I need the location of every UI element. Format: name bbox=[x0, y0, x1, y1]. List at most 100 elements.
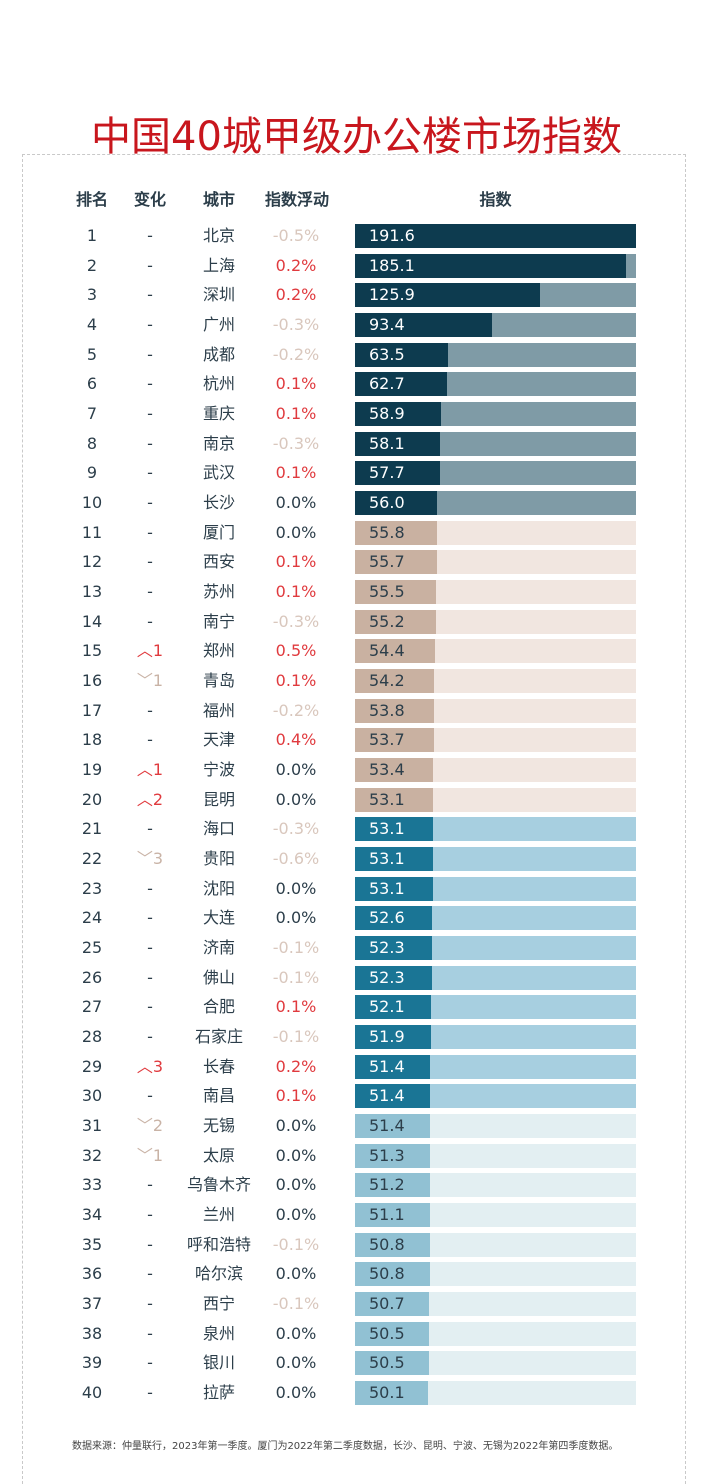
index-fluctuation: 0.0% bbox=[275, 1116, 317, 1136]
bar-track: 55.2 bbox=[355, 609, 636, 634]
index-fluctuation: 0.0% bbox=[275, 493, 317, 513]
table-row: 12 - 西安 0.1% 55.7 bbox=[0, 547, 713, 577]
city-label: 泉州 bbox=[202, 1323, 235, 1343]
city-label: 成都 bbox=[202, 344, 235, 364]
city-label: 西宁 bbox=[202, 1294, 235, 1314]
dashed-frame bbox=[22, 154, 686, 1484]
city-label: 苏州 bbox=[202, 582, 235, 602]
index-fluctuation: 0.1% bbox=[275, 404, 317, 424]
city-label: 呼和浩特 bbox=[186, 1234, 251, 1254]
bar-track: 53.1 bbox=[355, 847, 636, 872]
city-label: 石家庄 bbox=[194, 1027, 243, 1047]
index-bar bbox=[355, 520, 437, 545]
index-bar bbox=[355, 1173, 431, 1198]
city-label: 乌鲁木齐 bbox=[186, 1175, 251, 1195]
city-label: 南宁 bbox=[202, 611, 235, 631]
table-row: 21 - 海口 -0.3% 53.1 bbox=[0, 814, 713, 844]
rank-label: 11 bbox=[81, 522, 103, 542]
index-bar bbox=[355, 1084, 431, 1109]
index-value: 57.7 bbox=[369, 463, 405, 483]
rank-change: - bbox=[147, 1323, 153, 1343]
index-value: 191.6 bbox=[369, 226, 415, 245]
index-value: 54.4 bbox=[369, 641, 405, 661]
table-row: 5 - 成都 -0.2% 63.5 bbox=[0, 340, 713, 370]
city-label: 哈尔滨 bbox=[194, 1264, 243, 1284]
index-value: 52.3 bbox=[369, 967, 405, 987]
table-row: 26 - 佛山 -0.1% 52.3 bbox=[0, 963, 713, 993]
bar-track: 50.8 bbox=[355, 1232, 636, 1257]
index-bar bbox=[355, 1351, 430, 1376]
index-bar bbox=[355, 283, 540, 308]
bar-track: 51.2 bbox=[355, 1173, 636, 1198]
rank-change: - bbox=[147, 404, 153, 424]
table-row: 13 - 苏州 0.1% 55.5 bbox=[0, 577, 713, 607]
header-change: 变化 bbox=[133, 190, 166, 209]
bar-track: 57.7 bbox=[355, 461, 636, 486]
bar-track: 53.1 bbox=[355, 787, 636, 812]
rank-label: 7 bbox=[86, 404, 98, 424]
rank-label: 34 bbox=[81, 1205, 103, 1225]
index-bar bbox=[355, 1292, 430, 1317]
rank-label: 39 bbox=[81, 1353, 103, 1373]
table-row: 16 ﹀1 青岛 0.1% 54.2 bbox=[0, 666, 713, 696]
header-rank: 排名 bbox=[75, 190, 108, 209]
city-label: 贵阳 bbox=[202, 849, 235, 869]
index-value: 51.3 bbox=[369, 1145, 405, 1165]
index-bar bbox=[355, 1114, 431, 1139]
rank-change: - bbox=[147, 1353, 153, 1373]
rank-change: - bbox=[147, 463, 153, 483]
table-row: 18 - 天津 0.4% 53.7 bbox=[0, 725, 713, 755]
index-bar bbox=[355, 1381, 429, 1406]
rank-change: - bbox=[147, 552, 153, 572]
city-label: 武汉 bbox=[202, 463, 235, 483]
bar-track: 185.1 bbox=[355, 253, 636, 278]
table-row: 6 - 杭州 0.1% 62.7 bbox=[0, 369, 713, 399]
table-row: 36 - 哈尔滨 0.0% 50.8 bbox=[0, 1259, 713, 1289]
bar-track: 55.8 bbox=[355, 520, 636, 545]
city-label: 无锡 bbox=[202, 1116, 235, 1136]
header-city: 城市 bbox=[202, 190, 235, 209]
header-index: 指数 bbox=[479, 190, 512, 209]
city-label: 天津 bbox=[202, 730, 235, 750]
index-bar bbox=[355, 639, 435, 664]
table-row: 29 ︿3 长春 0.2% 51.4 bbox=[0, 1052, 713, 1082]
rank-label: 28 bbox=[81, 1027, 103, 1047]
rank-change: ﹀2 bbox=[136, 1116, 164, 1136]
bar-track: 62.7 bbox=[355, 372, 636, 397]
index-fluctuation: 0.0% bbox=[275, 1323, 317, 1343]
table-row: 27 - 合肥 0.1% 52.1 bbox=[0, 992, 713, 1022]
index-fluctuation: 0.1% bbox=[275, 582, 317, 602]
index-value: 58.1 bbox=[369, 433, 405, 453]
city-label: 南昌 bbox=[202, 1086, 235, 1106]
index-fluctuation: -0.1% bbox=[272, 1234, 320, 1254]
source-note: 数据来源：仲量联行，2023年第一季度。厦门为2022年第二季度数据，长沙、昆明… bbox=[72, 1441, 619, 1452]
index-bar bbox=[355, 1054, 431, 1079]
table-row: 28 - 石家庄 -0.1% 51.9 bbox=[0, 1022, 713, 1052]
index-fluctuation: -0.1% bbox=[272, 967, 320, 987]
rank-change: - bbox=[147, 878, 153, 898]
rank-label: 36 bbox=[81, 1264, 103, 1284]
rank-label: 18 bbox=[81, 730, 103, 750]
rank-label: 21 bbox=[81, 819, 103, 839]
index-value: 55.2 bbox=[369, 611, 405, 631]
rank-change: - bbox=[147, 997, 153, 1017]
index-fluctuation: 0.0% bbox=[275, 1353, 317, 1373]
table-row: 14 - 南宁 -0.3% 55.2 bbox=[0, 607, 713, 637]
table-row: 7 - 重庆 0.1% 58.9 bbox=[0, 399, 713, 429]
index-fluctuation: 0.0% bbox=[275, 1175, 317, 1195]
bar-track: 51.4 bbox=[355, 1114, 636, 1139]
index-value: 55.7 bbox=[369, 552, 405, 572]
index-value: 50.8 bbox=[369, 1234, 405, 1254]
index-bar bbox=[355, 580, 437, 605]
table-row: 9 - 武汉 0.1% 57.7 bbox=[0, 458, 713, 488]
index-bar bbox=[355, 1232, 430, 1257]
index-value: 51.1 bbox=[369, 1205, 405, 1225]
rank-change: - bbox=[147, 908, 153, 928]
rank-change: ﹀3 bbox=[136, 849, 164, 869]
rank-label: 32 bbox=[81, 1145, 103, 1165]
index-fluctuation: -0.3% bbox=[272, 819, 320, 839]
city-label: 兰州 bbox=[202, 1205, 235, 1225]
table-row: 17 - 福州 -0.2% 53.8 bbox=[0, 696, 713, 726]
bar-track: 53.1 bbox=[355, 817, 636, 842]
bar-track: 55.7 bbox=[355, 550, 636, 575]
